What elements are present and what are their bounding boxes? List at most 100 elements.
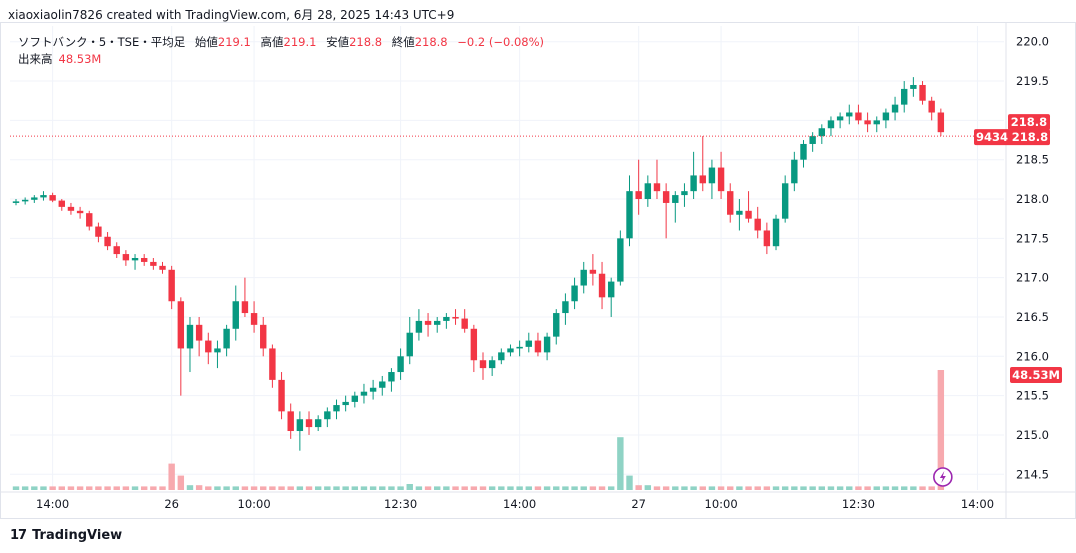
volume-bar	[324, 486, 331, 490]
candle-body	[589, 269, 597, 274]
candle-body	[791, 159, 798, 184]
volume-bar	[360, 486, 368, 490]
y-tick-label: 220.0	[1016, 35, 1049, 49]
candle-body	[727, 191, 734, 215]
volume-bar	[488, 486, 496, 490]
candle-body	[360, 391, 368, 396]
volume-bar	[12, 486, 20, 490]
candle-body	[250, 313, 258, 325]
volume-bar	[836, 486, 844, 490]
candle-body	[260, 324, 267, 349]
candle-body	[186, 324, 194, 349]
symbol-name[interactable]: ソフトバンク・5・TSE・平均足	[18, 35, 186, 49]
candle-body	[864, 120, 871, 125]
candle-body	[49, 195, 56, 201]
candle-body	[461, 318, 468, 329]
candle-body	[809, 136, 816, 144]
volume-bar	[40, 486, 47, 490]
volume-bar	[901, 486, 908, 490]
volume-legend: 出来高 48.53M	[18, 51, 101, 67]
candle-body	[122, 254, 130, 261]
volume-bar	[717, 486, 725, 490]
x-tick-label: 14:00	[961, 497, 994, 511]
price-tag-second: 218.8	[1012, 130, 1048, 144]
x-tick-label: 27	[631, 497, 646, 511]
candle-body	[644, 183, 652, 200]
volume-label[interactable]: 出来高	[18, 52, 53, 66]
candlestick-chart[interactable]: 220.0219.5219.0218.5218.0217.5217.0216.5…	[0, 22, 1076, 522]
volume-value: 48.53M	[58, 52, 102, 66]
candle-body	[324, 411, 331, 420]
candle-body	[571, 285, 578, 302]
volume-bar	[379, 486, 386, 490]
candle-body	[40, 195, 47, 198]
candle-body	[937, 112, 945, 133]
volume-bar	[434, 486, 441, 490]
volume-bar	[571, 486, 578, 490]
candle-body	[434, 320, 441, 325]
volume-bar	[516, 486, 523, 490]
candle-body	[21, 199, 29, 202]
candle-body	[379, 381, 386, 388]
volume-bar	[855, 486, 862, 490]
volume-bar	[690, 486, 697, 490]
candle-body	[140, 258, 148, 262]
volume-bar	[607, 486, 615, 490]
volume-bar	[864, 486, 871, 490]
close-value: 218.8	[414, 35, 448, 49]
volume-bar	[827, 486, 835, 490]
x-tick-label: 10:00	[705, 497, 738, 511]
y-tick-label: 219.5	[1016, 74, 1049, 88]
volume-bar	[150, 486, 157, 490]
volume-bar	[534, 486, 542, 490]
candle-body	[333, 405, 340, 412]
volume-bar	[653, 486, 661, 490]
x-tick-label: 26	[164, 497, 179, 511]
candle-body	[681, 191, 688, 196]
volume-bar	[937, 370, 945, 490]
volume-bar	[287, 486, 294, 490]
candle-body	[781, 183, 789, 219]
candle-body	[672, 195, 679, 203]
volume-bar	[122, 486, 130, 490]
candle-body	[443, 316, 450, 321]
candle-body	[86, 213, 93, 227]
candle-body	[241, 301, 249, 314]
volume-bar	[49, 486, 56, 490]
candle-body	[498, 352, 505, 361]
volume-bar	[681, 486, 688, 490]
volume-bar	[479, 486, 487, 490]
candle-body	[269, 348, 276, 380]
candle-body	[95, 226, 102, 237]
volume-tag-bg	[1010, 367, 1062, 383]
candle-body	[195, 324, 203, 341]
candle-body	[882, 112, 890, 121]
candle-body	[653, 183, 661, 192]
candle-body	[928, 100, 935, 113]
candle-body	[553, 313, 560, 337]
volume-bar	[205, 486, 212, 490]
candle-body	[635, 191, 642, 200]
candle-body	[626, 191, 633, 239]
tradingview-logo[interactable]: 17 TradingView	[10, 528, 122, 543]
volume-bar	[781, 486, 789, 490]
candle-body	[223, 328, 230, 349]
volume-bar	[369, 486, 377, 490]
candle-body	[314, 419, 322, 428]
candle-body	[452, 316, 459, 319]
volume-bar	[736, 486, 743, 490]
volume-bar	[76, 486, 84, 490]
volume-tag: 48.53M	[1012, 368, 1060, 382]
volume-bar	[250, 486, 258, 490]
volume-bar	[873, 486, 880, 490]
volume-bar	[763, 486, 771, 490]
candle-body	[736, 210, 743, 215]
candle-body	[800, 143, 807, 160]
volume-bar	[891, 486, 899, 490]
candle-body	[827, 120, 835, 129]
price-legend: ソフトバンク・5・TSE・平均足 始値219.1 高値219.1 安値218.8…	[18, 34, 544, 50]
volume-bar	[672, 486, 679, 490]
candle-body	[388, 372, 395, 382]
y-tick-label: 216.0	[1016, 349, 1049, 363]
volume-bar	[699, 486, 706, 490]
